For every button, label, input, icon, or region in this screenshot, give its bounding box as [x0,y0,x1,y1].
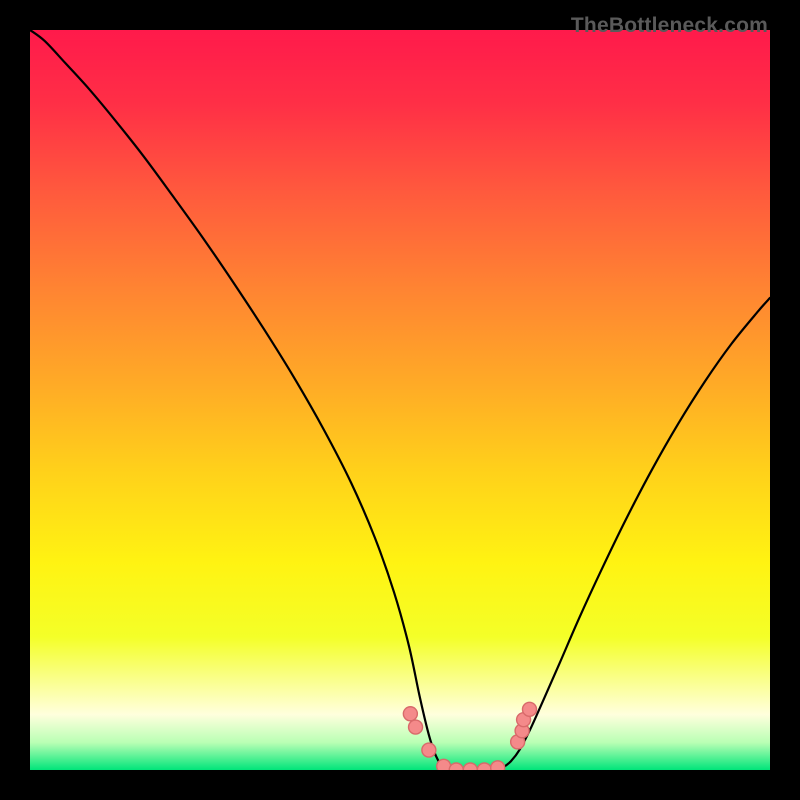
curve-right [498,298,770,770]
curve-left [30,30,448,770]
data-marker [403,707,417,721]
data-marker [477,763,491,770]
curve-layer [30,30,770,770]
watermark-text: TheBottleneck.com [571,14,768,38]
data-marker [523,702,537,716]
chart-root: TheBottleneck.com [0,0,800,800]
data-marker [409,720,423,734]
data-marker [437,759,451,770]
data-marker [463,763,477,770]
plot-area [30,30,770,770]
data-marker [491,761,505,770]
data-marker [422,743,436,757]
data-marker [449,763,463,770]
